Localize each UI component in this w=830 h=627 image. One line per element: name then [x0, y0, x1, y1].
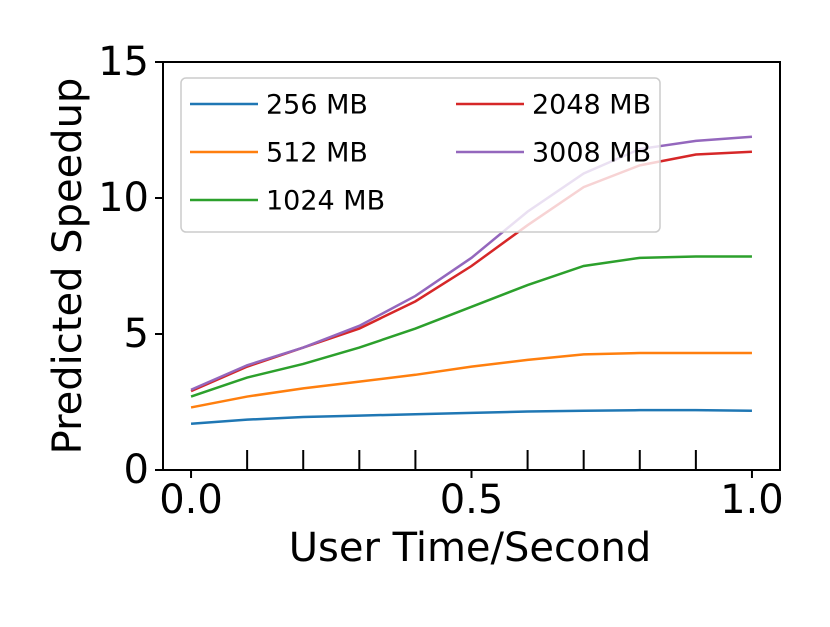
y-tick-label: 15: [98, 39, 149, 85]
legend-label: 2048 MB: [532, 90, 651, 121]
plot-frame: [162, 61, 781, 471]
legend-box: [180, 77, 661, 233]
x-tick-label: 1.0: [720, 477, 784, 523]
y-tick-label: 0: [124, 447, 149, 493]
legend-label: 512 MB: [266, 138, 368, 169]
series-line: [190, 408, 752, 426]
y-axis-label: Predicted Speedup: [45, 78, 91, 455]
x-tick-label: 0.0: [159, 477, 223, 523]
series-line: [190, 255, 752, 398]
legend-label: 256 MB: [266, 90, 368, 121]
legend-label: 3008 MB: [532, 138, 651, 169]
x-axis-label: User Time/Second: [289, 525, 651, 571]
series-line: [190, 351, 752, 409]
y-tick-label: 5: [124, 311, 149, 357]
y-tick-label: 10: [98, 175, 149, 221]
x-tick-label: 0.5: [440, 477, 504, 523]
legend-label: 1024 MB: [266, 186, 385, 217]
